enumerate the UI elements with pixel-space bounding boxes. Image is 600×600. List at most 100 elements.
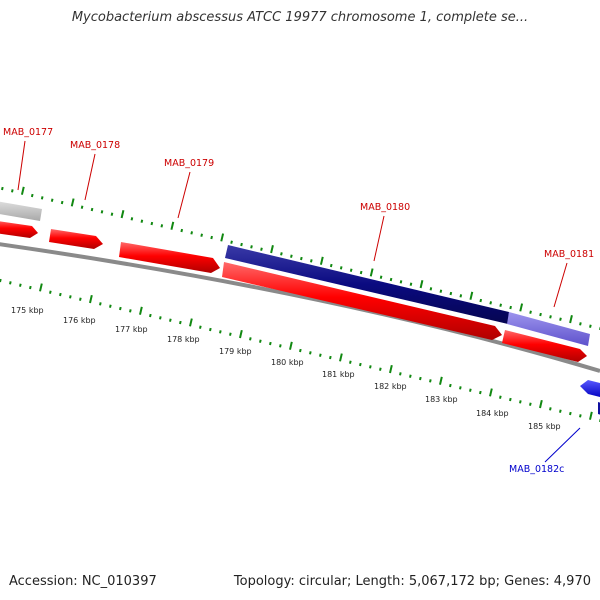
minor-tick: [309, 351, 312, 355]
scale-tick-label: 175 kbp: [11, 306, 44, 315]
scale-tick-label: 182 kbp: [374, 382, 407, 391]
minor-tick: [200, 233, 203, 237]
gene-label[interactable]: MAB_0179: [164, 158, 214, 169]
gene-labels: MAB_0177 MAB_0178 MAB_0179 MAB_0180 MAB_0181…: [3, 127, 594, 475]
minor-tick: [359, 270, 363, 275]
gene-leader-line: [17, 140, 26, 191]
gene-label[interactable]: MAB_0177: [3, 127, 53, 138]
gene-leader-line: [553, 262, 568, 308]
minor-tick: [169, 318, 172, 322]
gene-leader-line: [544, 427, 581, 463]
minor-tick: [29, 285, 32, 290]
minor-tick: [529, 310, 532, 314]
major-tick: [369, 268, 374, 277]
major-tick: [569, 314, 573, 324]
minor-tick: [379, 275, 383, 279]
gene-arrow-gray[interactable]: [0, 200, 42, 221]
genome-summary: Topology: circular; Length: 5,067,172 bp…: [233, 574, 591, 589]
minor-tick: [249, 337, 252, 341]
major-tick: [220, 233, 225, 242]
minor-tick: [279, 344, 282, 348]
minor-tick: [339, 266, 343, 270]
minor-tick: [499, 395, 502, 399]
minor-tick: [559, 317, 562, 321]
gene-arrow-red[interactable]: [119, 242, 220, 273]
minor-tick: [349, 360, 352, 364]
gene-label[interactable]: MAB_0181: [544, 249, 594, 260]
minor-tick: [499, 303, 502, 307]
accession-label: Accession: NC_010397: [9, 574, 157, 589]
gene-label[interactable]: MAB_0178: [70, 140, 120, 151]
gene-label[interactable]: MAB_0180: [360, 202, 410, 213]
minor-tick: [290, 254, 293, 258]
minor-tick: [280, 252, 283, 256]
scale-tick-label: 184 kbp: [476, 409, 509, 418]
minor-tick: [40, 196, 44, 200]
minor-tick: [179, 320, 182, 325]
minor-tick: [589, 324, 592, 328]
minor-tick: [79, 297, 82, 301]
minor-tick: [240, 242, 243, 247]
minor-tick: [359, 362, 362, 367]
minor-tick: [519, 400, 522, 404]
minor-tick: [150, 221, 154, 226]
minor-tick: [409, 374, 412, 378]
major-tick: [389, 364, 393, 374]
scale-tick-label: 177 kbp: [115, 325, 148, 334]
major-tick: [419, 279, 424, 289]
gene-arrow-red[interactable]: [222, 262, 502, 340]
major-tick: [270, 244, 274, 254]
minor-tick: [409, 282, 413, 286]
minor-tick: [260, 247, 263, 251]
minor-tick: [30, 193, 34, 198]
minor-tick: [299, 348, 302, 353]
scale-tick-label: 178 kbp: [167, 335, 200, 344]
minor-tick: [90, 207, 94, 212]
gene-arrow-reverse[interactable]: [580, 380, 600, 398]
upper-tick-track: [1, 186, 600, 330]
scale-tick-label: 183 kbp: [425, 395, 458, 404]
minor-tick: [100, 210, 104, 214]
minor-tick: [149, 313, 152, 318]
minor-tick: [269, 341, 272, 346]
major-tick: [89, 294, 93, 304]
gene-arrow-red[interactable]: [0, 220, 38, 238]
minor-tick: [300, 256, 303, 261]
minor-tick: [129, 309, 132, 313]
scale-tick-label: 185 kbp: [528, 422, 561, 431]
major-tick: [289, 341, 293, 350]
minor-tick: [190, 231, 194, 235]
minor-tick: [479, 298, 483, 303]
gene-arrow-red[interactable]: [502, 330, 587, 362]
gene-label[interactable]: MAB_0182c: [509, 464, 564, 475]
minor-tick: [219, 330, 222, 334]
minor-tick: [579, 322, 582, 326]
scale-tick-label: 176 kbp: [63, 316, 96, 325]
major-tick: [70, 198, 75, 207]
minor-tick: [209, 327, 212, 332]
minor-tick: [49, 290, 52, 294]
major-tick: [189, 318, 193, 327]
minor-tick: [549, 315, 552, 319]
gene-leader-line: [177, 171, 191, 219]
major-tick: [239, 329, 243, 339]
major-tick: [489, 388, 493, 397]
minor-tick: [459, 294, 463, 298]
major-tick: [120, 209, 125, 219]
minor-tick: [50, 198, 54, 202]
minor-tick: [509, 305, 512, 310]
major-tick: [319, 256, 324, 265]
gene-arrow-neighbor[interactable]: [507, 312, 590, 346]
minor-tick: [1, 186, 4, 191]
scale-labels: 175 kbp 176 kbp 177 kbp 178 kbp 179 kbp 180 k…: [11, 306, 561, 431]
minor-tick: [59, 292, 62, 297]
minor-tick: [319, 353, 322, 357]
gene-arrow-selected[interactable]: [225, 245, 509, 324]
minor-tick: [130, 217, 134, 221]
minor-tick: [479, 390, 482, 395]
gene-arrow-red[interactable]: [49, 229, 103, 249]
minor-tick: [379, 367, 382, 371]
minor-tick: [10, 189, 14, 193]
